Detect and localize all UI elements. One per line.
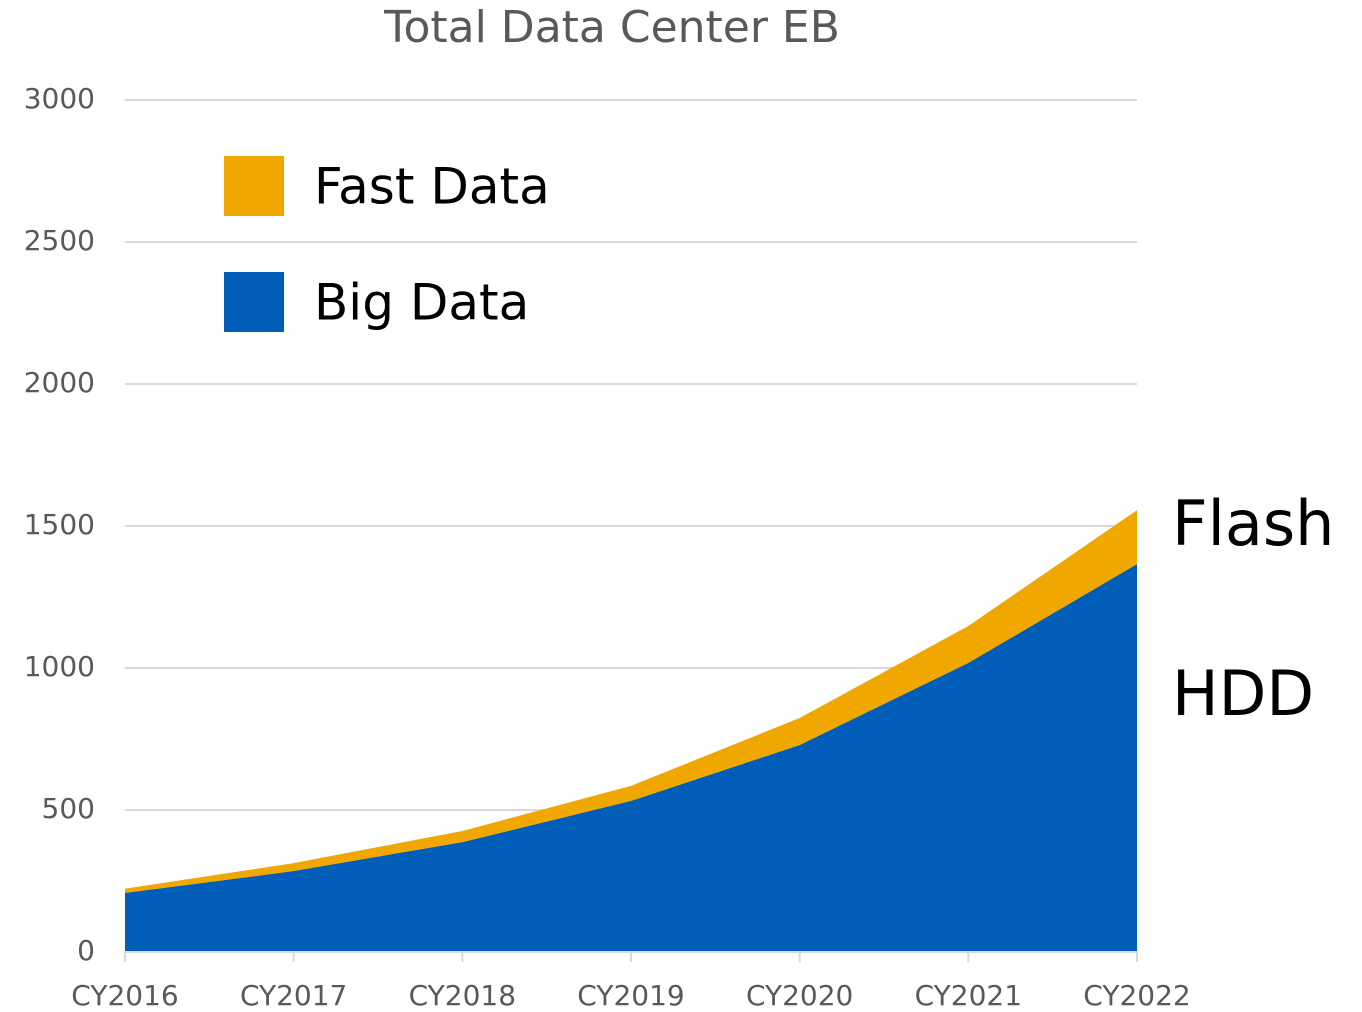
x-tick-label: CY2021 xyxy=(915,979,1022,1012)
grid xyxy=(125,99,1137,953)
area xyxy=(125,564,1137,952)
annotation: HDD xyxy=(1172,657,1314,730)
y-tick-label: 500 xyxy=(42,792,95,825)
y-tick-label: 3000 xyxy=(24,82,95,115)
y-tick-label: 2500 xyxy=(24,224,95,257)
x-tick-label: CY2019 xyxy=(577,979,684,1012)
x-tick-label: CY2020 xyxy=(746,979,853,1012)
legend-label: Fast Data xyxy=(314,158,550,216)
legend-swatch xyxy=(224,156,284,216)
legend-swatch xyxy=(224,272,284,332)
y-tick-label: 1500 xyxy=(24,508,95,541)
x-tick-label: CY2017 xyxy=(240,979,347,1012)
y-tick-label: 0 xyxy=(77,934,95,967)
legend-label: Big Data xyxy=(314,274,529,332)
chart-title: Total Data Center EB xyxy=(383,2,840,53)
x-tick-label: CY2018 xyxy=(409,979,516,1012)
y-tick-label: 1000 xyxy=(24,650,95,683)
y-tick-label: 2000 xyxy=(24,366,95,399)
x-tick-label: CY2022 xyxy=(1083,979,1190,1012)
annotation: Flash xyxy=(1172,487,1334,560)
x-tick-label: CY2016 xyxy=(71,979,178,1012)
